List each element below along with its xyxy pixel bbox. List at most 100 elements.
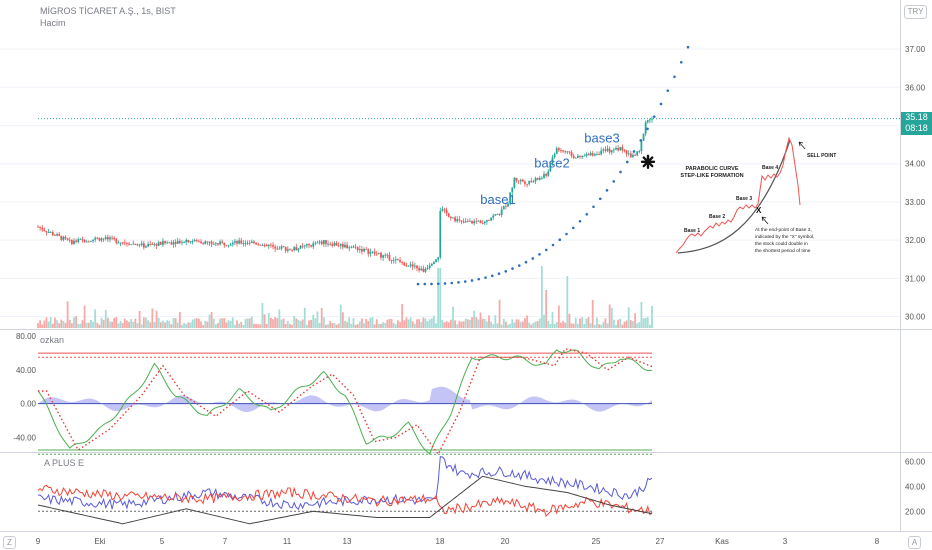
- candle-body: [126, 243, 128, 245]
- volume-bar: [227, 320, 230, 328]
- candle-body: [90, 241, 92, 242]
- volume-bar: [515, 319, 518, 328]
- candle-body: [437, 257, 440, 260]
- volume-bar: [164, 322, 166, 328]
- candle-body: [488, 220, 490, 221]
- candle-body: [585, 154, 588, 156]
- ozkan-axis[interactable]: 80.00 40.00 0.00 -40.00: [13, 332, 36, 442]
- volume-bar: [568, 313, 571, 328]
- aplus-legend[interactable]: A PLUS E: [44, 458, 85, 468]
- volume-bar: [610, 307, 613, 328]
- candle-body: [555, 148, 558, 154]
- candle-body: [524, 181, 526, 184]
- volume-bar: [236, 320, 238, 328]
- candle-body: [627, 153, 630, 155]
- volume-bar: [128, 321, 130, 328]
- candle-body: [617, 147, 620, 151]
- time-axis[interactable]: 9 Eki 5 7 11 13 18 20 25 27 Kas 3 8: [36, 537, 880, 546]
- candle-body: [581, 155, 584, 158]
- candle-body: [255, 242, 257, 245]
- candle-body: [587, 154, 590, 156]
- volume-bar: [471, 317, 473, 328]
- candle-body: [526, 183, 528, 185]
- volume-bar: [234, 324, 236, 328]
- candle-body: [593, 154, 596, 156]
- volume-bar: [422, 317, 425, 328]
- candle-body: [210, 241, 213, 245]
- candle-body: [75, 240, 78, 242]
- volume-bar: [375, 319, 378, 328]
- inset-note-2: indicated by the "X" symbol,: [755, 234, 814, 240]
- candle-body: [339, 244, 342, 246]
- volume-bar: [138, 311, 141, 328]
- candle-body: [608, 148, 611, 153]
- volume-bar: [615, 324, 617, 328]
- volume-bar: [636, 323, 639, 328]
- candle-body: [515, 177, 518, 181]
- volume-bar: [331, 323, 334, 328]
- volume-bar: [496, 323, 499, 328]
- candle-body: [316, 242, 319, 244]
- candle-body: [498, 214, 501, 215]
- candle-body: [460, 220, 463, 222]
- currency-button[interactable]: TRY: [904, 5, 927, 19]
- volume-bar: [267, 312, 270, 328]
- volume-bar: [488, 315, 490, 328]
- candle-body: [117, 242, 120, 244]
- volume-bar: [100, 317, 103, 328]
- aplus-axis[interactable]: 60.00 40.00 20.00: [905, 457, 926, 516]
- auto-scale-button[interactable]: A: [908, 536, 921, 549]
- aplus-pane: [37, 456, 653, 525]
- aplus-tick-label: 60.00: [905, 457, 926, 466]
- candle-body: [231, 242, 234, 245]
- candle-body: [422, 268, 425, 272]
- parabola-dot: [551, 243, 555, 247]
- price-tick-label: 34.00: [905, 160, 926, 169]
- candle-body: [49, 232, 52, 233]
- volume-bar: [361, 318, 363, 328]
- candle-body: [191, 241, 194, 242]
- volume-bar: [648, 324, 651, 328]
- candle-body: [225, 245, 228, 247]
- candle-body: [602, 149, 605, 151]
- candle-body: [375, 253, 378, 255]
- candle-body: [441, 209, 444, 211]
- volume-bar: [45, 317, 48, 328]
- candle-body: [301, 245, 304, 247]
- volume-bar: [102, 319, 105, 328]
- volume-bar: [109, 321, 111, 328]
- candle-body: [308, 244, 310, 246]
- candle-body: [615, 147, 617, 150]
- candle-body: [250, 241, 253, 243]
- zoom-toggle-button[interactable]: Z: [3, 536, 16, 549]
- volume-bar: [602, 322, 605, 328]
- volume-bar: [617, 319, 620, 328]
- volume-bar: [90, 320, 92, 328]
- candle-body: [407, 265, 410, 267]
- candle-body: [560, 150, 562, 151]
- parabola-dot: [524, 260, 528, 264]
- volume-bar: [333, 323, 336, 328]
- ozkan-legend[interactable]: ozkan: [40, 335, 65, 345]
- candle-body: [576, 155, 579, 158]
- volume-bar: [384, 322, 387, 328]
- volume-bar: [530, 324, 533, 328]
- volume-bar: [219, 318, 221, 328]
- volume-bar: [320, 308, 323, 328]
- volume-bar: [392, 322, 395, 328]
- candle-body: [574, 157, 577, 159]
- volume-legend[interactable]: Hacim: [40, 18, 66, 28]
- candle-body: [39, 226, 42, 228]
- volume-bar: [246, 318, 249, 328]
- candle-body: [274, 246, 277, 249]
- volume-bar: [583, 323, 586, 328]
- time-tick-label: 18: [436, 537, 445, 546]
- volume-bar: [524, 318, 526, 328]
- time-tick-label: 20: [501, 537, 510, 546]
- candle-body: [401, 261, 404, 264]
- volume-bar: [111, 321, 114, 328]
- candle-body: [534, 178, 537, 182]
- volume-bar: [193, 318, 196, 328]
